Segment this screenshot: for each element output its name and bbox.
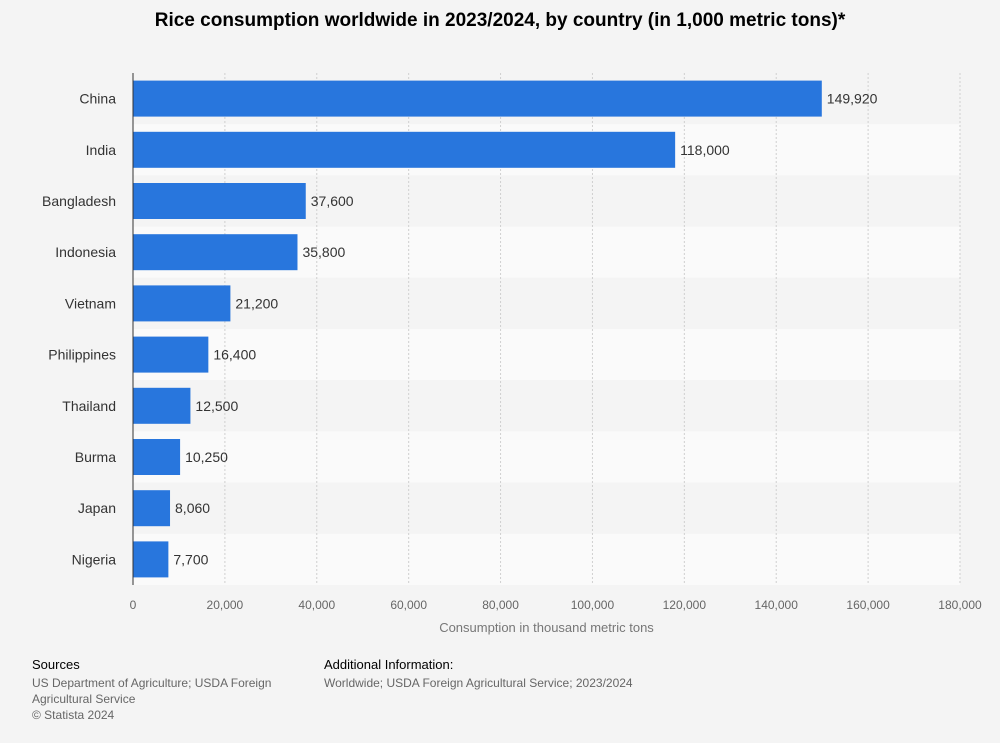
x-tick-label: 120,000 [663, 598, 707, 612]
data-label: 37,600 [311, 193, 354, 209]
additional-info-block: Additional Information: Worldwide; USDA … [324, 657, 724, 691]
row-band [133, 482, 960, 534]
bar [133, 336, 209, 373]
row-band [133, 277, 960, 329]
category-label: Japan [78, 500, 116, 516]
additional-info-text: Worldwide; USDA Foreign Agricultural Ser… [324, 676, 633, 690]
data-label: 118,000 [680, 142, 730, 158]
x-tick-label: 140,000 [755, 598, 799, 612]
category-label: Philippines [48, 347, 116, 363]
bar [133, 387, 191, 424]
x-tick-label: 20,000 [207, 598, 244, 612]
sources-block: Sources US Department of Agriculture; US… [32, 657, 287, 723]
x-tick-label: 160,000 [846, 598, 890, 612]
row-band [133, 431, 960, 483]
category-label: China [79, 91, 116, 107]
x-tick-label: 100,000 [571, 598, 615, 612]
x-tick-label: 80,000 [482, 598, 519, 612]
x-tick-label: 0 [130, 598, 137, 612]
data-label: 10,250 [185, 449, 228, 465]
row-band [133, 329, 960, 381]
sources-heading: Sources [32, 657, 80, 672]
bar [133, 490, 171, 527]
x-axis-title: Consumption in thousand metric tons [439, 620, 654, 635]
additional-info-heading: Additional Information: [324, 657, 454, 672]
category-label: Thailand [62, 398, 116, 414]
x-tick-label: 60,000 [390, 598, 427, 612]
bars [133, 80, 822, 578]
bar [133, 285, 231, 322]
row-band [133, 380, 960, 432]
bar [133, 80, 822, 117]
bar [133, 541, 169, 578]
bar [133, 183, 306, 219]
category-label: Nigeria [72, 551, 117, 567]
data-label: 149,920 [827, 91, 878, 107]
category-labels: China India Bangladesh Indonesia Vietnam Phil… [42, 91, 116, 568]
category-label: India [86, 142, 117, 158]
sources-text: US Department of Agriculture; USDA Forei… [32, 676, 272, 706]
data-label: 21,200 [235, 295, 278, 311]
row-band [133, 533, 960, 585]
category-label: Indonesia [55, 244, 116, 260]
data-label: 12,500 [195, 398, 238, 414]
category-label: Vietnam [65, 295, 116, 311]
data-label: 35,800 [302, 244, 345, 260]
category-label: Burma [75, 449, 116, 465]
bar [133, 439, 181, 475]
category-label: Bangladesh [42, 193, 116, 209]
x-tick-label: 40,000 [298, 598, 335, 612]
chart-title: Rice consumption worldwide in 2023/2024,… [154, 10, 846, 31]
bar [133, 234, 298, 271]
copyright-text: © Statista 2024 [32, 708, 115, 722]
x-tick-labels: 0 20,000 40,000 60,000 80,000 100,000 120,000 1… [130, 598, 982, 612]
data-labels: 149,920 118,000 37,600 35,800 21,200 16,400 12… [173, 91, 877, 568]
data-label: 16,400 [213, 347, 256, 363]
data-label: 8,060 [175, 500, 210, 516]
bar [133, 131, 676, 168]
row-bands [133, 73, 960, 585]
data-label: 7,700 [173, 551, 208, 567]
x-tick-label: 180,000 [938, 598, 982, 612]
